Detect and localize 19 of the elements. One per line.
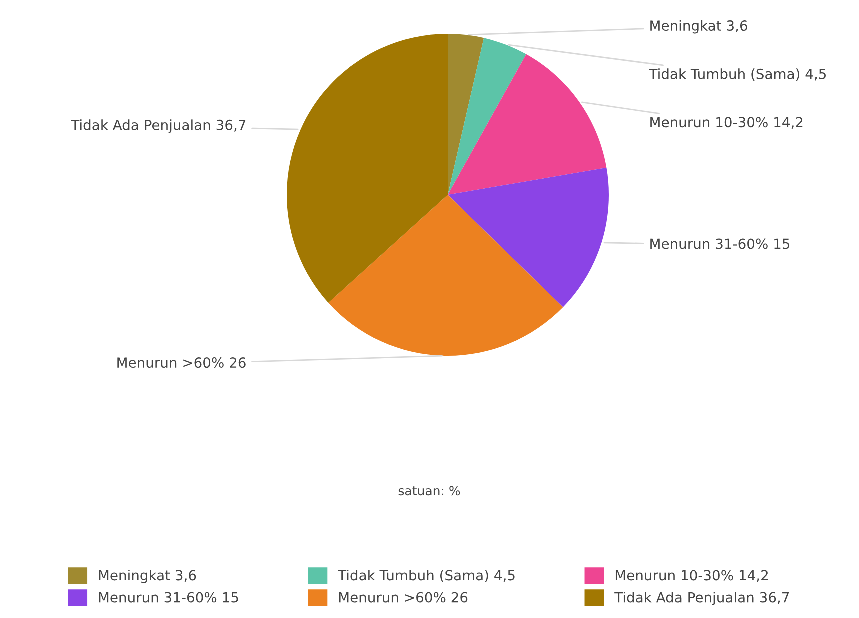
pie-slice xyxy=(448,168,609,308)
slice-label: Menurun 31-60% 15 xyxy=(650,238,790,250)
slice-label: Tidak Ada Penjualan 36,7 xyxy=(71,120,246,134)
pie-slice xyxy=(448,54,607,195)
pie-slice xyxy=(448,34,484,195)
legend-label: Tidak Tumbuh (Sama) 4,5 xyxy=(338,570,515,582)
slice-label: Meningkat 3,6 xyxy=(650,20,748,34)
slice-label: Menurun >60% 26 xyxy=(118,358,246,368)
slice-label: Tidak Tumbuh (Sama) 4,5 xyxy=(649,68,826,81)
legend-label: Menurun 31-60% 15 xyxy=(99,592,238,603)
legend-label: Meningkat 3,6 xyxy=(99,570,196,584)
legend-label: Menurun 10-30% 14,2 xyxy=(616,570,768,582)
pie-slice xyxy=(328,195,564,356)
pie-slice xyxy=(448,38,526,195)
text: satuan: % xyxy=(398,486,460,496)
legend-label: Tidak Ada Penjualan 36,7 xyxy=(614,592,790,606)
pie-slice xyxy=(287,34,448,303)
slice-label: Menurun 10-30% 14,2 xyxy=(650,117,803,130)
legend-label: Menurun >60% 26 xyxy=(339,592,468,603)
